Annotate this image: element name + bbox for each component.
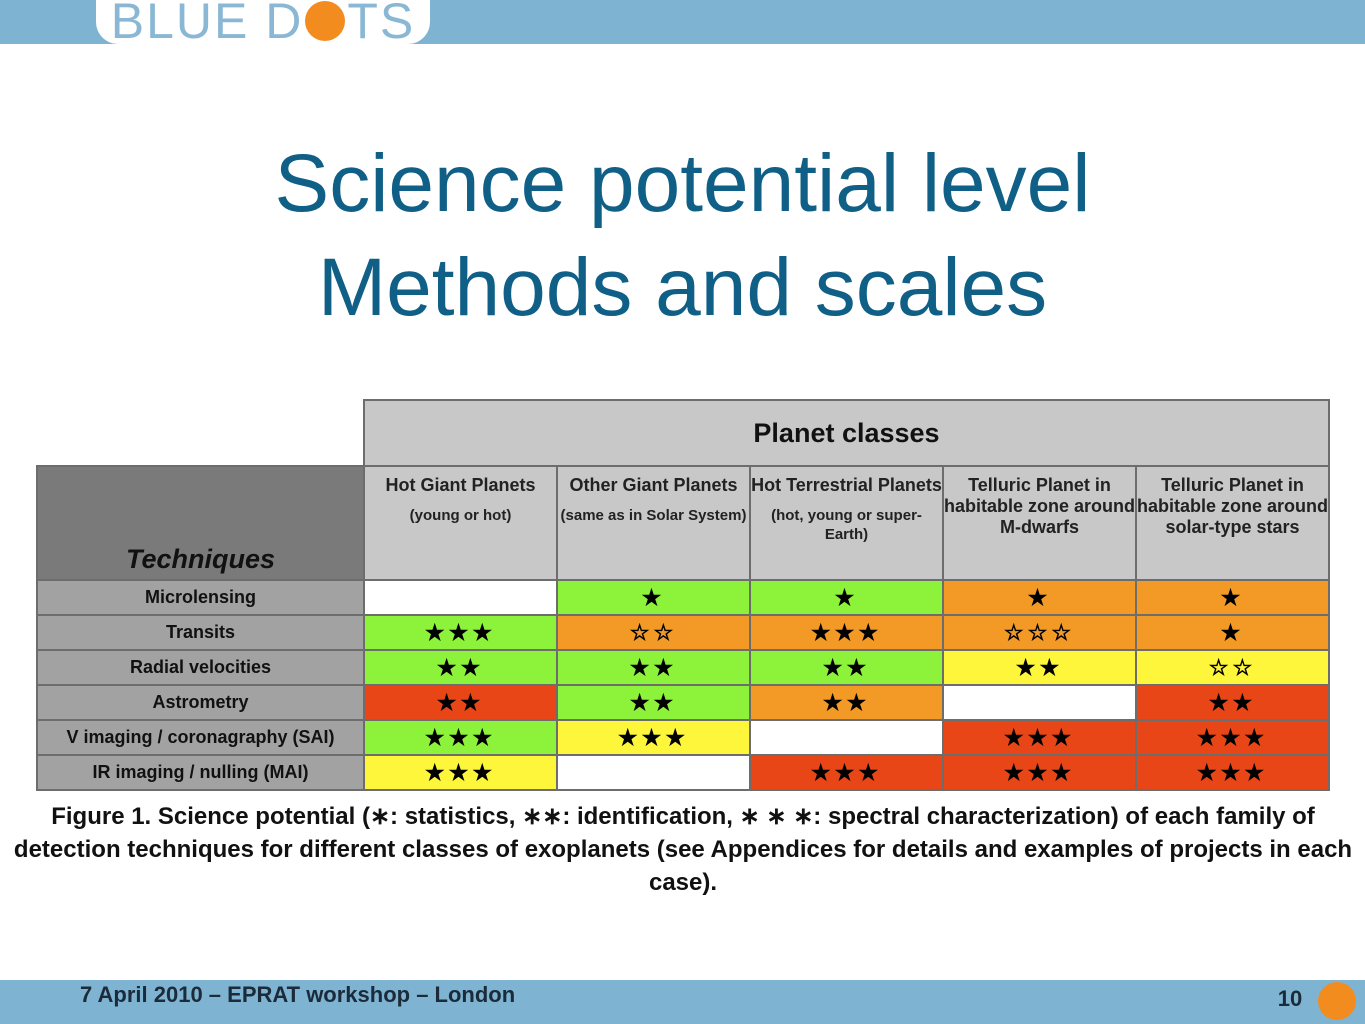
rating-cell: ★★★ <box>363 719 558 756</box>
table-corner-blank <box>37 400 364 466</box>
rating-cell: ★ <box>749 579 944 616</box>
row-label-transits: Transits <box>36 614 365 651</box>
rating-cell: ★★★ <box>556 719 751 756</box>
rating-cell: ★★★ <box>749 754 944 791</box>
logo-text: BLUE D TS <box>96 0 430 44</box>
rating-cell: ★★★ <box>1135 754 1330 791</box>
logo-dot-icon <box>305 0 346 41</box>
table-row: IR imaging / nulling (MAI) ★★★ ★★★ ★★★ ★… <box>36 754 1330 791</box>
planet-classes-header: Planet classes <box>363 399 1330 467</box>
rating-cell: ★ <box>1135 579 1330 616</box>
rating-cell: ★★ <box>556 649 751 686</box>
logo-text-part2: TS <box>347 0 416 44</box>
rating-cell: ★★★ <box>942 754 1137 791</box>
column-header-telluric-solar-type: Telluric Planet in habitable zone around… <box>1135 465 1330 581</box>
footer-text: 7 April 2010 – EPRAT workshop – London <box>80 982 516 1007</box>
blue-dots-logo: BLUE D TS <box>96 0 430 44</box>
rating-cell: ☆☆ <box>1135 649 1330 686</box>
science-potential-table: Planet classes Techniques Hot Giant Plan… <box>36 399 1330 791</box>
column-header-other-giant: Other Giant Planets (same as in Solar Sys… <box>556 465 751 581</box>
rating-cell: ☆☆ <box>556 614 751 651</box>
figure-caption: Figure 1. Science potential (∗: statisti… <box>13 803 1353 896</box>
title-line-1: Science potential level <box>274 138 1091 229</box>
rating-cell: ★ <box>942 579 1137 616</box>
row-label-ir-imaging: IR imaging / nulling (MAI) <box>36 754 365 791</box>
rating-cell: ★★ <box>363 684 558 721</box>
rating-cell: ★★ <box>363 649 558 686</box>
rating-cell: ★★★ <box>1135 719 1330 756</box>
rating-cell: ★★ <box>942 649 1137 686</box>
rating-cell <box>556 754 751 791</box>
rating-cell: ★★ <box>749 684 944 721</box>
row-label-astrometry: Astrometry <box>36 684 365 721</box>
column-title: Telluric Planet in habitable zone around… <box>1137 475 1329 537</box>
row-label-radial-velocities: Radial velocities <box>36 649 365 686</box>
column-title: Hot Terrestrial Planets <box>751 475 942 495</box>
title-line-2: Methods and scales <box>317 242 1048 333</box>
rating-cell: ☆☆☆ <box>942 614 1137 651</box>
column-header-telluric-m-dwarfs: Telluric Planet in habitable zone around… <box>942 465 1137 581</box>
orange-dot-icon <box>1318 982 1356 1020</box>
rating-cell: ★★★ <box>749 614 944 651</box>
rating-cell: ★★★ <box>942 719 1137 756</box>
table-row: Astrometry ★★ ★★ ★★ ★★ <box>36 684 1330 721</box>
column-title: Hot Giant Planets <box>385 475 536 495</box>
column-title: Telluric Planet in habitable zone around… <box>944 475 1136 537</box>
column-subtitle: (same as in Solar System) <box>560 507 747 524</box>
rating-cell: ★ <box>556 579 751 616</box>
rating-cell: ★★★ <box>363 754 558 791</box>
rating-cell: ★★★ <box>363 614 558 651</box>
table-row: Microlensing ★ ★ ★ ★ <box>36 579 1330 616</box>
column-subtitle: (young or hot) <box>409 507 512 524</box>
column-header-hot-giant: Hot Giant Planets (young or hot) <box>363 465 558 581</box>
logo-text-part1: BLUE D <box>110 0 304 44</box>
bottom-bar <box>0 980 1365 1024</box>
rating-cell: ★★ <box>749 649 944 686</box>
rating-cell: ★★ <box>556 684 751 721</box>
rating-cell <box>363 579 558 616</box>
rating-cell <box>942 684 1137 721</box>
page-number: 10 <box>1277 986 1303 1011</box>
table-row: V imaging / coronagraphy (SAI) ★★★ ★★★ ★… <box>36 719 1330 756</box>
slide-title: Science potential level Methods and scal… <box>0 132 1365 340</box>
table-row: Transits ★★★ ☆☆ ★★★ ☆☆☆ ★ <box>36 614 1330 651</box>
column-header-hot-terrestrial: Hot Terrestrial Planets (hot, young or su… <box>749 465 944 581</box>
techniques-header: Techniques <box>36 465 365 581</box>
row-label-microlensing: Microlensing <box>36 579 365 616</box>
table-row: Radial velocities ★★ ★★ ★★ ★★ ☆☆ <box>36 649 1330 686</box>
rating-cell: ★★ <box>1135 684 1330 721</box>
rating-cell <box>749 719 944 756</box>
row-label-v-imaging: V imaging / coronagraphy (SAI) <box>36 719 365 756</box>
column-subtitle: (hot, young or super-Earth) <box>771 507 922 543</box>
rating-cell: ★ <box>1135 614 1330 651</box>
column-title: Other Giant Planets <box>569 475 738 495</box>
